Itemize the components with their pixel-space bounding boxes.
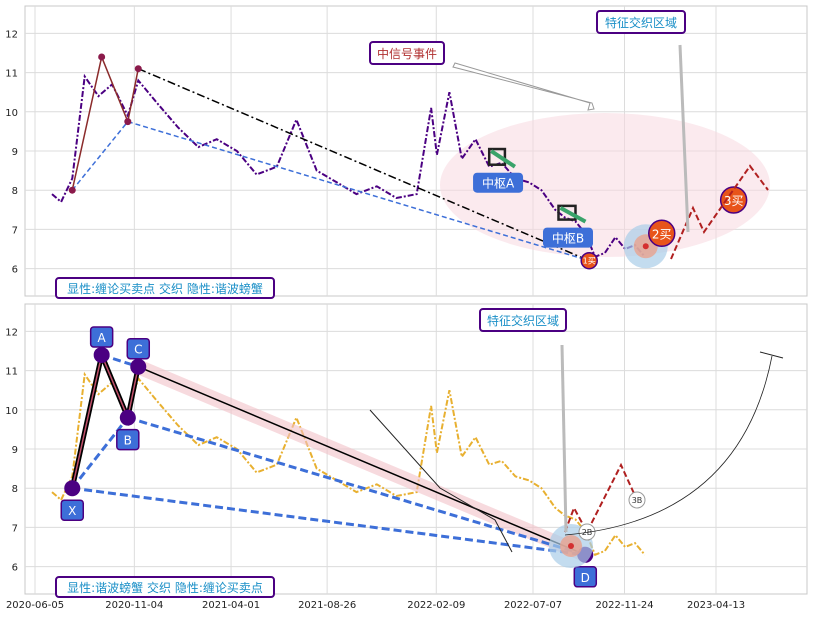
bottom-bd-dash bbox=[127, 416, 586, 557]
top-buy-label: 3买 bbox=[724, 194, 744, 208]
top-zone-pointer bbox=[678, 44, 690, 233]
top-signal-arrow bbox=[452, 62, 595, 111]
top-buy-halo-dot bbox=[642, 243, 649, 250]
bottom-xd-dash bbox=[72, 486, 586, 557]
bottom-arc-cap bbox=[759, 351, 784, 359]
bottom-x-tick-label: 2021-08-26 bbox=[298, 600, 356, 611]
bottom-x-tick-label: 2021-04-01 bbox=[202, 600, 260, 611]
top-buy-marker bbox=[719, 186, 748, 214]
bottom-harmonic-label-bg bbox=[573, 566, 598, 588]
bottom-feature-annotation: 特征交织区域 bbox=[479, 308, 567, 332]
top-bi-point bbox=[68, 186, 76, 194]
bottom-projection-marker bbox=[628, 491, 646, 509]
bottom-x-tick-label: 2022-07-07 bbox=[504, 600, 562, 611]
top-pivot-trend bbox=[559, 206, 587, 224]
bottom-y-tick-label: 7 bbox=[12, 523, 18, 534]
top-signal-annotation: 中信号事件 bbox=[369, 41, 445, 65]
bottom-legend-box: 显性:谐波螃蟹 交织 隐性:缠论买卖点 bbox=[55, 576, 275, 598]
bottom-y-tick-label: 10 bbox=[5, 406, 18, 417]
top-feature-annotation: 特征交织区域 bbox=[596, 10, 686, 34]
bottom-harmonic-label: A bbox=[98, 331, 107, 345]
bottom-harmonic-label: B bbox=[124, 434, 132, 448]
top-y-tick-label: 11 bbox=[5, 69, 18, 80]
bottom-harmonic-label-bg bbox=[89, 326, 114, 348]
bottom-projection-marker bbox=[578, 523, 596, 541]
top-pivot-trend bbox=[490, 149, 517, 169]
bottom-x-tick-label: 2022-02-09 bbox=[407, 600, 465, 611]
top-lower-trend-b bbox=[127, 120, 590, 262]
bottom-projection-label: 3B bbox=[632, 496, 643, 505]
top-price-line bbox=[51, 73, 646, 259]
top-bi-point bbox=[124, 118, 132, 126]
bottom-legend-text: 显性:谐波螃蟹 交织 隐性:缠论买卖点 bbox=[67, 580, 263, 595]
bottom-halo-dot bbox=[568, 543, 574, 549]
bottom-cd-leg bbox=[137, 366, 586, 556]
bottom-harmonic-point bbox=[64, 480, 81, 497]
top-pivot-box bbox=[487, 147, 507, 166]
top-bi-point bbox=[134, 65, 142, 73]
bottom-zone-pointer bbox=[560, 344, 568, 533]
top-bi-point bbox=[98, 53, 106, 61]
bottom-x-tick-label: 2020-11-04 bbox=[105, 600, 163, 611]
top-legend-box: 显性:缠论买卖点 交织 隐性:谐波螃蟹 bbox=[55, 277, 275, 299]
bottom-harmonic-label-bg bbox=[60, 499, 85, 521]
bottom-helper-line bbox=[369, 409, 513, 553]
top-buy-label: 1买 bbox=[583, 257, 596, 266]
bottom-harmonic-label-bg bbox=[116, 428, 140, 451]
signal-event-label: 中信号事件 bbox=[377, 46, 437, 61]
bottom-harmonic-label-bg bbox=[126, 337, 151, 360]
bottom-harmonic-legs-inner bbox=[71, 352, 139, 489]
bottom-projection-path bbox=[564, 462, 638, 535]
top-pivot-box bbox=[557, 204, 577, 221]
bottom-feature-zone-label: 特征交织区域 bbox=[487, 313, 559, 328]
top-y-tick-label: 12 bbox=[5, 29, 18, 40]
bottom-harmonic-point bbox=[93, 346, 110, 363]
top-pivot-label: 中枢B bbox=[552, 231, 584, 246]
bottom-y-tick-label: 11 bbox=[5, 367, 18, 378]
top-pivot-label: 中枢A bbox=[482, 176, 515, 191]
bottom-harmonic-label: C bbox=[134, 343, 142, 357]
top-buy-marker bbox=[580, 251, 598, 270]
top-y-tick-label: 10 bbox=[5, 108, 18, 119]
top-projection-path bbox=[670, 164, 769, 260]
bottom-harmonic-label: X bbox=[68, 504, 76, 518]
top-buy-marker bbox=[648, 219, 676, 248]
bottom-y-tick-label: 8 bbox=[12, 484, 18, 495]
top-y-tick-label: 8 bbox=[12, 186, 18, 197]
top-upper-trendline bbox=[137, 68, 590, 262]
top-legend-text: 显性:缠论买卖点 交织 隐性:谐波螃蟹 bbox=[67, 281, 263, 296]
bottom-x-tick-label: 2020-06-05 bbox=[6, 600, 64, 611]
bottom-harmonic-label: D bbox=[581, 571, 590, 585]
top-y-tick-label: 6 bbox=[12, 265, 18, 276]
bottom-y-tick-label: 12 bbox=[5, 327, 18, 338]
top-pivot-label-bg bbox=[473, 172, 524, 193]
bottom-harmonic-point bbox=[130, 358, 147, 375]
top-pivot-label-bg bbox=[542, 227, 593, 248]
top-lower-trend-a bbox=[71, 121, 129, 191]
top-feature-zone-label: 特征交织区域 bbox=[605, 15, 677, 30]
top-buy-label: 2买 bbox=[652, 227, 672, 241]
top-y-tick-label: 7 bbox=[12, 225, 18, 236]
top-y-tick-label: 9 bbox=[12, 147, 18, 158]
bottom-y-tick-label: 9 bbox=[12, 445, 18, 456]
bottom-y-tick-label: 6 bbox=[12, 563, 18, 574]
bottom-harmonic-point bbox=[119, 409, 136, 426]
bottom-x-tick-label: 2022-11-24 bbox=[595, 600, 653, 611]
bottom-x-tick-label: 2023-04-13 bbox=[687, 600, 745, 611]
bottom-arc bbox=[564, 355, 773, 536]
top-bi-stroke bbox=[71, 54, 139, 191]
